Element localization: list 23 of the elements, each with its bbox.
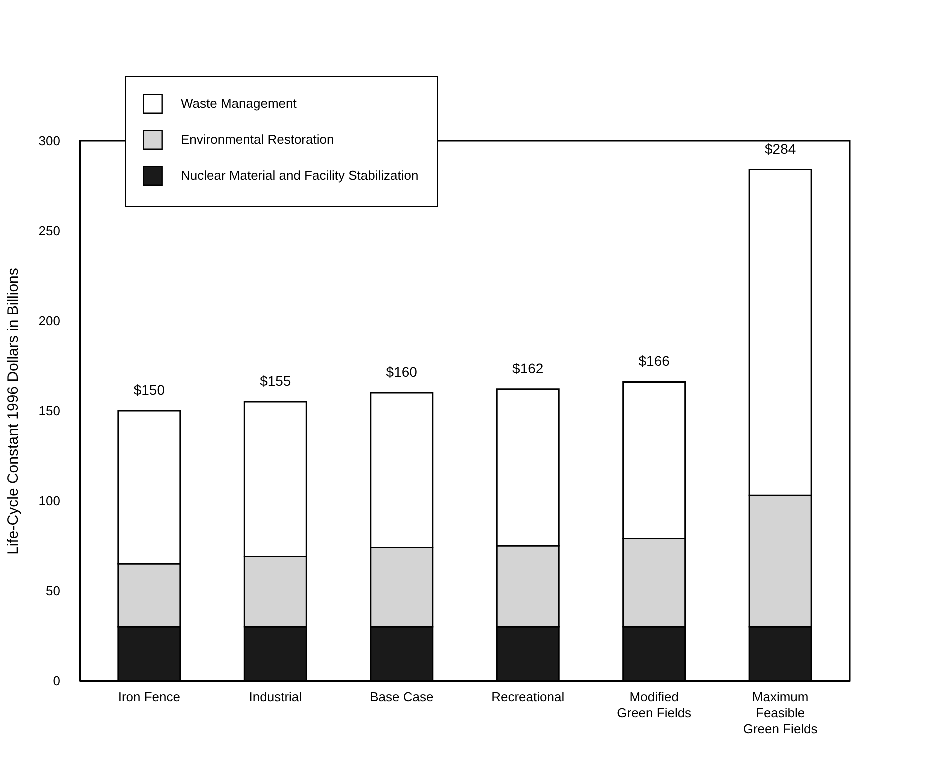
y-tick-label: 50	[46, 584, 60, 598]
x-tick-label: Maximum Feasible Green Fields	[743, 690, 818, 736]
y-tick-label: 200	[38, 314, 60, 328]
total-label: $155	[260, 373, 292, 389]
x-tick-label: Modified Green Fields	[617, 690, 692, 720]
x-tick-label: Recreational	[492, 690, 565, 704]
y-tick-label: 0	[53, 674, 60, 688]
x-tick-label: Base Case	[370, 690, 434, 704]
y-tick-label: 250	[38, 224, 60, 238]
y-tick-label: 150	[38, 404, 60, 418]
total-label: $166	[638, 353, 670, 370]
total-label: $150	[134, 382, 166, 398]
x-tick-label: Industrial	[249, 690, 302, 704]
y-tick-label: 300	[38, 134, 60, 148]
x-tick-label: Iron Fence	[118, 690, 181, 704]
legend-label: Environmental Restoration	[181, 132, 334, 147]
y-tick-label: 100	[38, 494, 60, 508]
total-label: $284	[764, 140, 796, 157]
y-axis-title: Life-Cycle Constant 1996 Dollars in Billions	[4, 268, 22, 555]
legend-label: Nuclear Material and Facility Stabilization	[181, 168, 419, 183]
legend-label: Waste Management	[181, 96, 298, 111]
total-label: $162	[512, 360, 544, 376]
total-label: $160	[386, 364, 418, 380]
